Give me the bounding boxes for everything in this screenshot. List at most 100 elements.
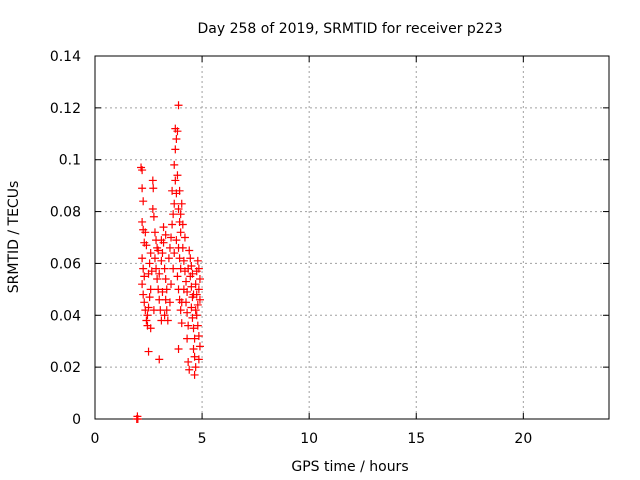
- data-point: [171, 176, 180, 185]
- data-point: [149, 212, 158, 221]
- data-point: [158, 287, 167, 296]
- data-point: [160, 264, 169, 273]
- grid-layer: [95, 56, 609, 419]
- data-point: [157, 256, 166, 265]
- data-point: [185, 246, 194, 255]
- data-point: [139, 197, 148, 206]
- x-tick-label: 5: [198, 431, 207, 447]
- data-point: [180, 233, 189, 242]
- data-point: [140, 272, 149, 281]
- data-point: [193, 256, 202, 265]
- x-axis-label: GPS time / hours: [291, 459, 408, 475]
- data-point: [189, 344, 198, 353]
- data-point: [184, 321, 193, 330]
- data-point: [173, 171, 182, 180]
- data-points: [132, 101, 204, 423]
- data-point: [149, 306, 158, 315]
- data-point: [190, 334, 199, 343]
- data-point: [140, 298, 149, 307]
- y-axis-label: SRMTID / TECUs: [6, 181, 22, 294]
- data-point: [178, 243, 187, 252]
- data-point: [161, 230, 170, 239]
- y-tick-label: 0.14: [50, 49, 81, 65]
- data-point: [187, 303, 196, 312]
- data-point: [171, 145, 180, 154]
- chart-title: Day 258 of 2019, SRMTID for receiver p22…: [197, 21, 502, 37]
- data-point: [142, 316, 151, 325]
- data-point: [165, 243, 174, 252]
- y-tick-label: 0.06: [50, 256, 81, 272]
- plot-frame: [94, 55, 610, 420]
- data-point: [161, 295, 170, 304]
- data-point: [160, 311, 169, 320]
- data-point: [146, 249, 155, 258]
- data-point: [183, 308, 192, 317]
- data-point: [150, 228, 159, 237]
- data-point: [168, 220, 177, 229]
- data-point: [138, 217, 147, 226]
- data-point: [191, 306, 200, 315]
- data-point: [146, 285, 155, 294]
- data-point: [153, 274, 162, 283]
- data-point: [146, 324, 155, 333]
- data-point: [138, 280, 147, 289]
- data-point: [138, 254, 147, 263]
- data-point: [172, 134, 181, 143]
- data-point: [162, 285, 171, 294]
- data-point: [179, 256, 188, 265]
- data-point: [165, 298, 174, 307]
- data-point: [145, 259, 154, 268]
- data-point: [183, 334, 192, 343]
- x-tick-label: 15: [407, 431, 425, 447]
- data-point: [154, 285, 163, 294]
- data-point: [192, 311, 201, 320]
- data-point: [182, 277, 191, 286]
- data-point: [186, 254, 195, 263]
- data-point: [157, 236, 166, 245]
- data-point: [175, 254, 184, 263]
- data-point: [176, 306, 185, 315]
- data-point: [174, 204, 183, 213]
- data-point: [139, 264, 148, 273]
- data-point: [176, 210, 185, 219]
- data-point: [174, 344, 183, 353]
- data-point: [172, 236, 181, 245]
- data-point: [143, 311, 152, 320]
- y-tick-label: 0: [72, 412, 81, 428]
- y-tick-label: 0.1: [59, 153, 81, 169]
- data-point: [184, 357, 193, 366]
- data-point: [190, 370, 199, 379]
- data-point: [148, 176, 157, 185]
- data-point: [138, 166, 147, 175]
- data-point: [161, 274, 170, 283]
- data-point: [144, 347, 153, 356]
- data-point: [175, 186, 184, 195]
- data-point: [189, 324, 198, 333]
- data-point: [155, 355, 164, 364]
- data-point: [179, 285, 188, 294]
- data-point: [164, 254, 173, 263]
- data-point: [188, 269, 197, 278]
- data-point: [194, 285, 203, 294]
- y-tick-label: 0.12: [50, 101, 81, 117]
- data-point: [158, 249, 167, 258]
- data-point: [154, 246, 163, 255]
- data-point: [184, 264, 193, 273]
- data-point: [152, 264, 161, 273]
- data-point: [163, 316, 172, 325]
- data-point: [170, 199, 179, 208]
- data-point: [194, 332, 203, 341]
- x-tick-label: 10: [300, 431, 318, 447]
- y-tick-label: 0.04: [50, 308, 81, 324]
- data-point: [191, 280, 200, 289]
- x-tick-label: 20: [514, 431, 532, 447]
- data-point: [187, 282, 196, 291]
- data-point: [155, 269, 164, 278]
- data-point: [173, 272, 182, 281]
- data-point: [177, 319, 186, 328]
- data-point: [141, 228, 150, 237]
- data-point: [142, 241, 151, 250]
- data-point: [150, 254, 159, 263]
- data-point: [133, 412, 142, 421]
